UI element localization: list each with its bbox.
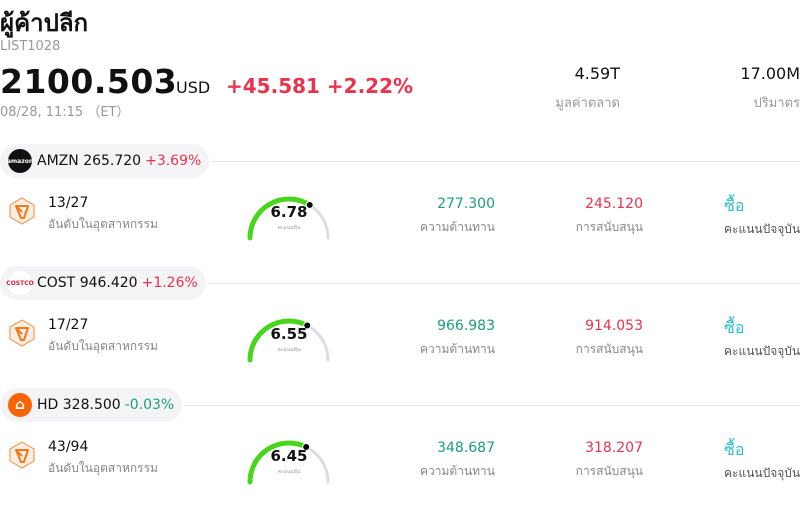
gauge-indicator-dot [305,200,314,209]
industry-rank-value: 43/94 [48,439,89,455]
currency-label: USD [176,78,211,97]
stock-score-label: คะแนนหุ้น [277,347,301,353]
stock-ticker: AMZN [37,153,79,169]
stock-change: +1.26% [141,275,198,291]
stock-pill[interactable]: amazon AMZN 265.720 +3.69% [0,144,210,178]
resistance-value: 277.300 [437,196,495,212]
stock-ticker: HD [37,397,59,413]
divider [184,405,800,406]
rating-label: คะแนนปัจจุบัน [724,466,800,480]
stock-price: 265.720 [83,153,142,169]
stock-score-gauge [247,196,330,241]
resistance-value: 348.687 [437,440,495,456]
page-title: ผู้ค้าปลีก [0,9,89,37]
stock-pill[interactable]: COSTCO COST 946.420 +1.26% [0,266,206,300]
stat-market-cap: 4.59T มูลค่าตลาด [520,64,620,113]
resistance-label: ความต้านทาน [420,342,495,356]
index-code: LIST1028 [0,39,61,54]
stock-card[interactable]: amazon AMZN 265.720 +3.69% 13/27 อันดับใน… [0,144,800,266]
stock-score-label: คะแนนหุ้น [277,469,301,475]
volume-value: 17.00M [740,64,800,83]
rating-value[interactable]: ซื้อ [724,196,745,215]
stock-price: 328.500 [62,397,121,413]
rating-value[interactable]: ซื้อ [724,440,745,459]
stock-change: +3.69% [145,153,202,169]
stock-card[interactable]: ⌂ HD 328.500 -0.03% 43/94 อันดับในอุตสาหก… [0,388,800,510]
divider [211,161,800,162]
industry-rank-value: 13/27 [48,195,89,211]
timestamp: 08/28, 11:15 （ET） [0,105,130,120]
price-change: +45.581 +2.22% [226,74,414,98]
divider [208,283,800,284]
amazon-logo-icon: amazon [7,149,33,173]
stock-score-value: 6.78 [270,203,308,221]
costco-logo-icon: COSTCO [6,271,34,295]
support-label: การสนับสนุน [575,342,643,356]
support-label: การสนับสนุน [575,464,643,478]
support-value: 245.120 [585,196,643,212]
stock-score-label: คะแนนหุ้น [277,225,301,231]
stock-pill[interactable]: ⌂ HD 328.500 -0.03% [0,388,183,422]
rating-label: คะแนนปัจจุบัน [724,222,800,236]
stat-volume: 17.00M ปริมาตร [700,64,800,113]
gauge-fill [247,318,310,363]
gauge-fill [247,196,313,241]
stock-score-value: 6.45 [270,447,308,465]
support-value: 914.053 [585,318,643,334]
rating-label: คะแนนปัจจุบัน [724,344,800,358]
industry-rank-label: อันดับในอุตสาหกรรม [48,461,158,475]
resistance-label: ความต้านทาน [420,464,495,478]
volume-label: ปริมาตร [753,96,800,111]
stock-score-value: 6.55 [270,325,308,343]
market-cap-value: 4.59T [574,64,620,83]
resistance-value: 966.983 [437,318,495,334]
industry-rank-label: อันดับในอุตสาหกรรม [48,217,158,231]
gauge-fill [247,440,309,485]
gauge-indicator-dot [303,321,312,330]
support-label: การสนับสนุน [575,220,643,234]
industry-rank-icon [9,441,35,469]
stock-change: -0.03% [124,397,175,413]
index-price: 2100.503 [0,62,178,101]
stock-card[interactable]: COSTCO COST 946.420 +1.26% 17/27 อันดับใน… [0,266,800,388]
stock-score-gauge [247,318,330,363]
stock-price: 946.420 [79,275,138,291]
rating-value[interactable]: ซื้อ [724,318,745,337]
industry-rank-icon [9,319,35,347]
stock-ticker: COST [37,275,76,291]
industry-rank-label: อันดับในอุตสาหกรรม [48,339,158,353]
market-cap-label: มูลค่าตลาด [555,96,620,111]
gauge-indicator-dot [302,442,311,451]
stock-score-gauge [247,440,330,485]
support-value: 318.207 [585,440,643,456]
industry-rank-value: 17/27 [48,317,89,333]
industry-rank-icon [9,197,35,225]
resistance-label: ความต้านทาน [420,220,495,234]
home-depot-logo-icon: ⌂ [8,393,32,417]
